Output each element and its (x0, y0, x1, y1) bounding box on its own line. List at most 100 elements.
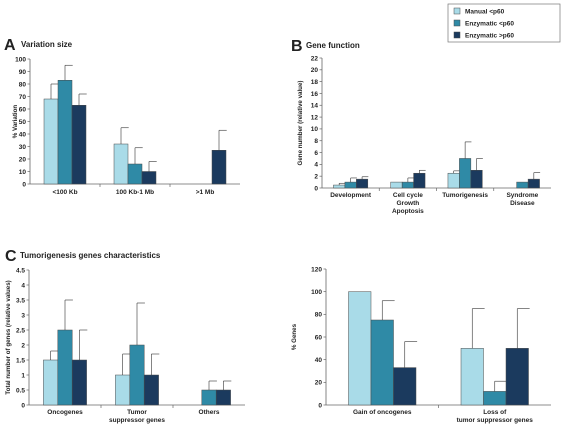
y-tick-label: 1.5 (16, 357, 25, 364)
y-tick-label: 20 (315, 380, 323, 387)
bar (71, 359, 87, 406)
x-category-label: >1 Mb (196, 189, 215, 196)
y-tick-label: 22 (311, 55, 319, 62)
bar (113, 143, 129, 185)
y-tick-label: 10 (311, 126, 319, 133)
y-tick-label: 12 (311, 114, 319, 121)
y-tick-label: 0.5 (16, 387, 25, 394)
bar (505, 348, 529, 406)
x-category-label: tumor suppressor genes (457, 417, 534, 424)
bar (57, 329, 73, 406)
bar (413, 172, 426, 189)
x-category-label: Development (330, 192, 372, 199)
x-category-label: Tumor (127, 409, 147, 416)
legend-swatch (453, 31, 461, 39)
panel-title: Tumorigenesis genes characteristics (20, 251, 161, 260)
bar (129, 344, 145, 406)
x-category-label: Tumorigenesis (442, 192, 488, 199)
bar (127, 163, 143, 185)
y-tick-label: 20 (311, 67, 319, 74)
legend-label: Enzymatic <p60 (465, 21, 514, 28)
y-tick-label: 40 (19, 131, 27, 138)
bar (356, 178, 369, 189)
bar (370, 319, 394, 406)
y-tick-label: 4 (21, 282, 25, 289)
bar (143, 374, 159, 406)
y-tick-label: 30 (19, 144, 27, 151)
legend-swatch (453, 7, 461, 15)
y-tick-label: 8 (314, 138, 318, 145)
panel-letter: B (291, 38, 303, 55)
x-category-label: Growth (397, 200, 420, 207)
y-axis-title: Total number of genes (relative values) (5, 280, 12, 394)
bar (344, 181, 357, 189)
y-tick-label: 100 (311, 289, 322, 296)
legend: Manual <p60 Enzymatic <p60 Enzymatic >p60 (447, 3, 561, 43)
x-category-label: <100 Kb (52, 189, 77, 196)
chart-panel-a: A Variation size 0 10 20 30 40 50 60 70 80 90 100 % V… (4, 37, 240, 196)
y-tick-label: 60 (315, 334, 323, 341)
x-category-label: Disease (510, 200, 535, 207)
x-category-label: Gain of oncogenes (353, 409, 412, 416)
y-tick-label: 0 (314, 185, 318, 192)
bar (115, 374, 131, 406)
y-tick-label: 0 (22, 181, 26, 188)
y-tick-label: 40 (315, 357, 323, 364)
x-category-label: Loss of (483, 409, 507, 416)
y-tick-label: 18 (311, 79, 319, 86)
y-axis-title: Gene number (relative value) (297, 81, 304, 166)
y-tick-label: 2 (21, 342, 25, 349)
bar (470, 170, 483, 189)
bar (483, 391, 507, 406)
y-tick-label: 90 (19, 69, 27, 76)
panel-letter: C (5, 248, 17, 265)
y-tick-label: 3 (21, 312, 25, 319)
x-category-label: Cell cycle (393, 192, 423, 199)
bar (527, 178, 540, 189)
bar (333, 184, 346, 189)
x-category-label: 100 Kb-1 Mb (116, 189, 154, 196)
bar (211, 150, 227, 185)
panel-letter: A (4, 37, 16, 54)
y-tick-label: 70 (19, 94, 27, 101)
legend-box (447, 3, 561, 43)
y-tick-label: 10 (19, 169, 27, 176)
y-tick-label: 16 (311, 91, 319, 98)
bar (460, 348, 484, 406)
x-category-label: Oncogenes (47, 409, 83, 416)
bar (447, 172, 460, 189)
panel-title: Variation size (21, 40, 73, 49)
y-tick-label: 2 (314, 173, 318, 180)
bar (390, 181, 403, 189)
bar (516, 181, 529, 189)
x-category-label: Apoptosis (392, 208, 424, 215)
bar (201, 389, 217, 406)
y-axis-title: % Variation (12, 105, 19, 139)
legend-label: Manual <p60 (465, 9, 505, 16)
y-tick-label: 100 (15, 56, 26, 63)
bar (43, 359, 59, 406)
y-tick-label: 80 (315, 312, 323, 319)
y-tick-label: 4.5 (16, 267, 25, 274)
bar (141, 171, 157, 185)
y-tick-label: 3.5 (16, 297, 25, 304)
y-tick-label: 120 (311, 266, 322, 273)
y-tick-label: 0 (318, 402, 322, 409)
x-category-label: Syndrome (506, 192, 538, 199)
chart-panel-b: B Gene function 0 2 4 6 8 10 12 14 16 18 20 22 Gene nu… (291, 38, 551, 215)
y-tick-label: 1 (21, 372, 25, 379)
y-tick-label: 50 (19, 119, 27, 126)
y-tick-label: 80 (19, 81, 27, 88)
x-category-label: suppressor genes (109, 417, 165, 424)
legend-swatch (453, 19, 461, 27)
bar (459, 158, 472, 189)
y-tick-label: 60 (19, 106, 27, 113)
bar (215, 389, 231, 406)
chart-panel-c1: C Tumorigenesis genes characteristics 0 0.5… (5, 248, 245, 424)
legend-label: Enzymatic >p60 (465, 33, 514, 40)
y-tick-label: 6 (314, 150, 318, 157)
bar (57, 80, 73, 185)
y-tick-label: 4 (314, 162, 318, 169)
bar (348, 291, 372, 406)
